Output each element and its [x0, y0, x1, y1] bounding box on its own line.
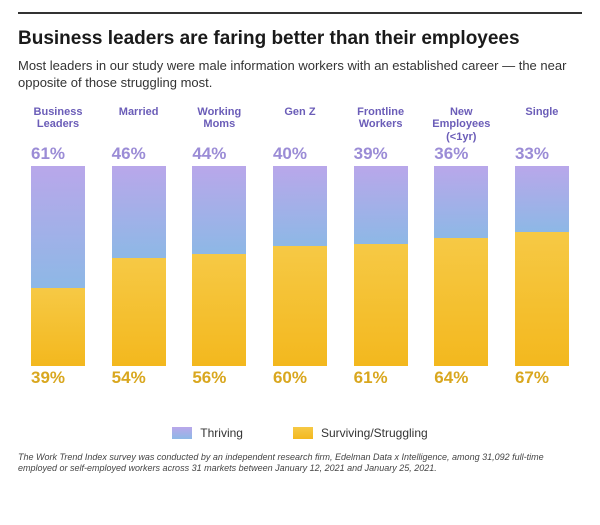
- thriving-value: 61%: [31, 144, 85, 164]
- chart-column: Gen Z 40% 60%: [262, 106, 338, 388]
- bar-wrap: 46% 54%: [112, 144, 166, 388]
- thriving-value: 46%: [112, 144, 166, 164]
- bar-struggling: [434, 238, 488, 366]
- category-label: Single: [525, 106, 558, 138]
- chart-column: Business Leaders 61% 39%: [20, 106, 96, 388]
- category-label: Business Leaders: [20, 106, 96, 138]
- struggling-value: 56%: [192, 368, 246, 388]
- bar-struggling: [192, 254, 246, 366]
- bar-struggling: [515, 232, 569, 366]
- page-subtitle: Most leaders in our study were male info…: [18, 58, 582, 92]
- bar-thriving: [31, 166, 85, 288]
- bar-struggling: [354, 244, 408, 366]
- bar-thriving: [354, 166, 408, 244]
- legend-swatch-thriving: [172, 427, 192, 439]
- thriving-value: 40%: [273, 144, 327, 164]
- footnote: The Work Trend Index survey was conducte…: [18, 452, 582, 475]
- struggling-value: 64%: [434, 368, 488, 388]
- bar-thriving: [273, 166, 327, 246]
- bar-thriving: [515, 166, 569, 232]
- category-label: Working Moms: [181, 106, 257, 138]
- bar-wrap: 36% 64%: [434, 144, 488, 388]
- bar-wrap: 61% 39%: [31, 144, 85, 388]
- stacked-bar-chart: Business Leaders 61% 39% Married 46% 54% Worki…: [18, 106, 582, 416]
- legend-item-struggling: Surviving/Struggling: [293, 426, 428, 440]
- chart-column: Frontline Workers 39% 61%: [343, 106, 419, 388]
- struggling-value: 54%: [112, 368, 166, 388]
- struggling-value: 61%: [354, 368, 408, 388]
- chart-column: New Employees (<1yr) 36% 64%: [423, 106, 499, 388]
- legend-label: Thriving: [200, 426, 243, 440]
- struggling-value: 39%: [31, 368, 85, 388]
- legend-item-thriving: Thriving: [172, 426, 243, 440]
- category-label: New Employees (<1yr): [423, 106, 499, 138]
- thriving-value: 39%: [354, 144, 408, 164]
- legend-label: Surviving/Struggling: [321, 426, 428, 440]
- bar-wrap: 44% 56%: [192, 144, 246, 388]
- thriving-value: 36%: [434, 144, 488, 164]
- struggling-value: 60%: [273, 368, 327, 388]
- legend: Thriving Surviving/Struggling: [18, 426, 582, 440]
- bar-wrap: 40% 60%: [273, 144, 327, 388]
- chart-column: Married 46% 54%: [101, 106, 177, 388]
- top-rule: [18, 12, 582, 14]
- category-label: Gen Z: [284, 106, 315, 138]
- legend-swatch-struggling: [293, 427, 313, 439]
- bar-thriving: [192, 166, 246, 254]
- category-label: Frontline Workers: [343, 106, 419, 138]
- struggling-value: 67%: [515, 368, 569, 388]
- bar-struggling: [273, 246, 327, 366]
- page-title: Business leaders are faring better than …: [18, 28, 582, 50]
- bar-thriving: [434, 166, 488, 238]
- bar-struggling: [31, 288, 85, 366]
- bar-struggling: [112, 258, 166, 366]
- bar-wrap: 39% 61%: [354, 144, 408, 388]
- bar-thriving: [112, 166, 166, 258]
- thriving-value: 44%: [192, 144, 246, 164]
- bar-wrap: 33% 67%: [515, 144, 569, 388]
- chart-column: Working Moms 44% 56%: [181, 106, 257, 388]
- thriving-value: 33%: [515, 144, 569, 164]
- chart-column: Single 33% 67%: [504, 106, 580, 388]
- category-label: Married: [119, 106, 159, 138]
